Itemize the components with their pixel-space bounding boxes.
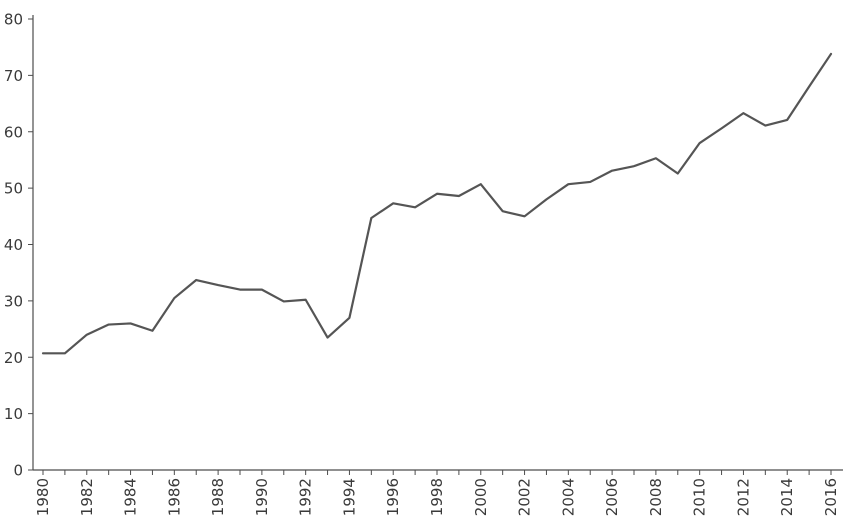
x-tick-label: 1980 [34, 478, 52, 516]
y-tick-label: 80 [4, 11, 23, 29]
y-tick-label: 10 [4, 405, 23, 423]
x-tick-label: 2004 [559, 478, 577, 516]
x-tick-label: 1984 [122, 478, 140, 516]
x-tick-label: 2016 [822, 478, 840, 516]
x-tick-label: 2002 [516, 478, 534, 516]
x-tick-label: 2008 [647, 478, 665, 516]
x-tick-label: 2010 [691, 478, 709, 516]
series-line [41, 52, 833, 355]
x-tick-label: 1982 [78, 478, 96, 516]
series-layer [41, 52, 833, 355]
x-tick-label: 1988 [209, 478, 227, 516]
x-tick-label: 1990 [253, 478, 271, 516]
x-tick-label: 1998 [428, 478, 446, 516]
x-tick-label: 1986 [165, 478, 183, 516]
x-tick-label: 2006 [603, 478, 621, 516]
y-tick-label: 40 [4, 236, 23, 254]
y-axis: 0 10 20 30 40 50 60 70 80 [4, 11, 34, 480]
y-tick-label: 30 [4, 292, 23, 310]
y-tick-label: 20 [4, 349, 23, 367]
x-axis: 1980 1982 1984 1986 1988 1990 1992 1994 1996 1998… [33, 469, 843, 516]
x-tick-label: 1992 [297, 478, 315, 516]
x-tick-label: 2012 [734, 478, 752, 516]
x-tick-label: 1994 [340, 478, 358, 516]
x-tick-label: 1996 [384, 478, 402, 516]
y-tick-label: 50 [4, 180, 23, 198]
y-tick-label: 60 [4, 123, 23, 141]
y-tick-label: 0 [13, 462, 23, 480]
x-tick-label: 2014 [778, 478, 796, 516]
x-tick-label: 2000 [472, 478, 490, 516]
y-tick-label: 70 [4, 67, 23, 85]
